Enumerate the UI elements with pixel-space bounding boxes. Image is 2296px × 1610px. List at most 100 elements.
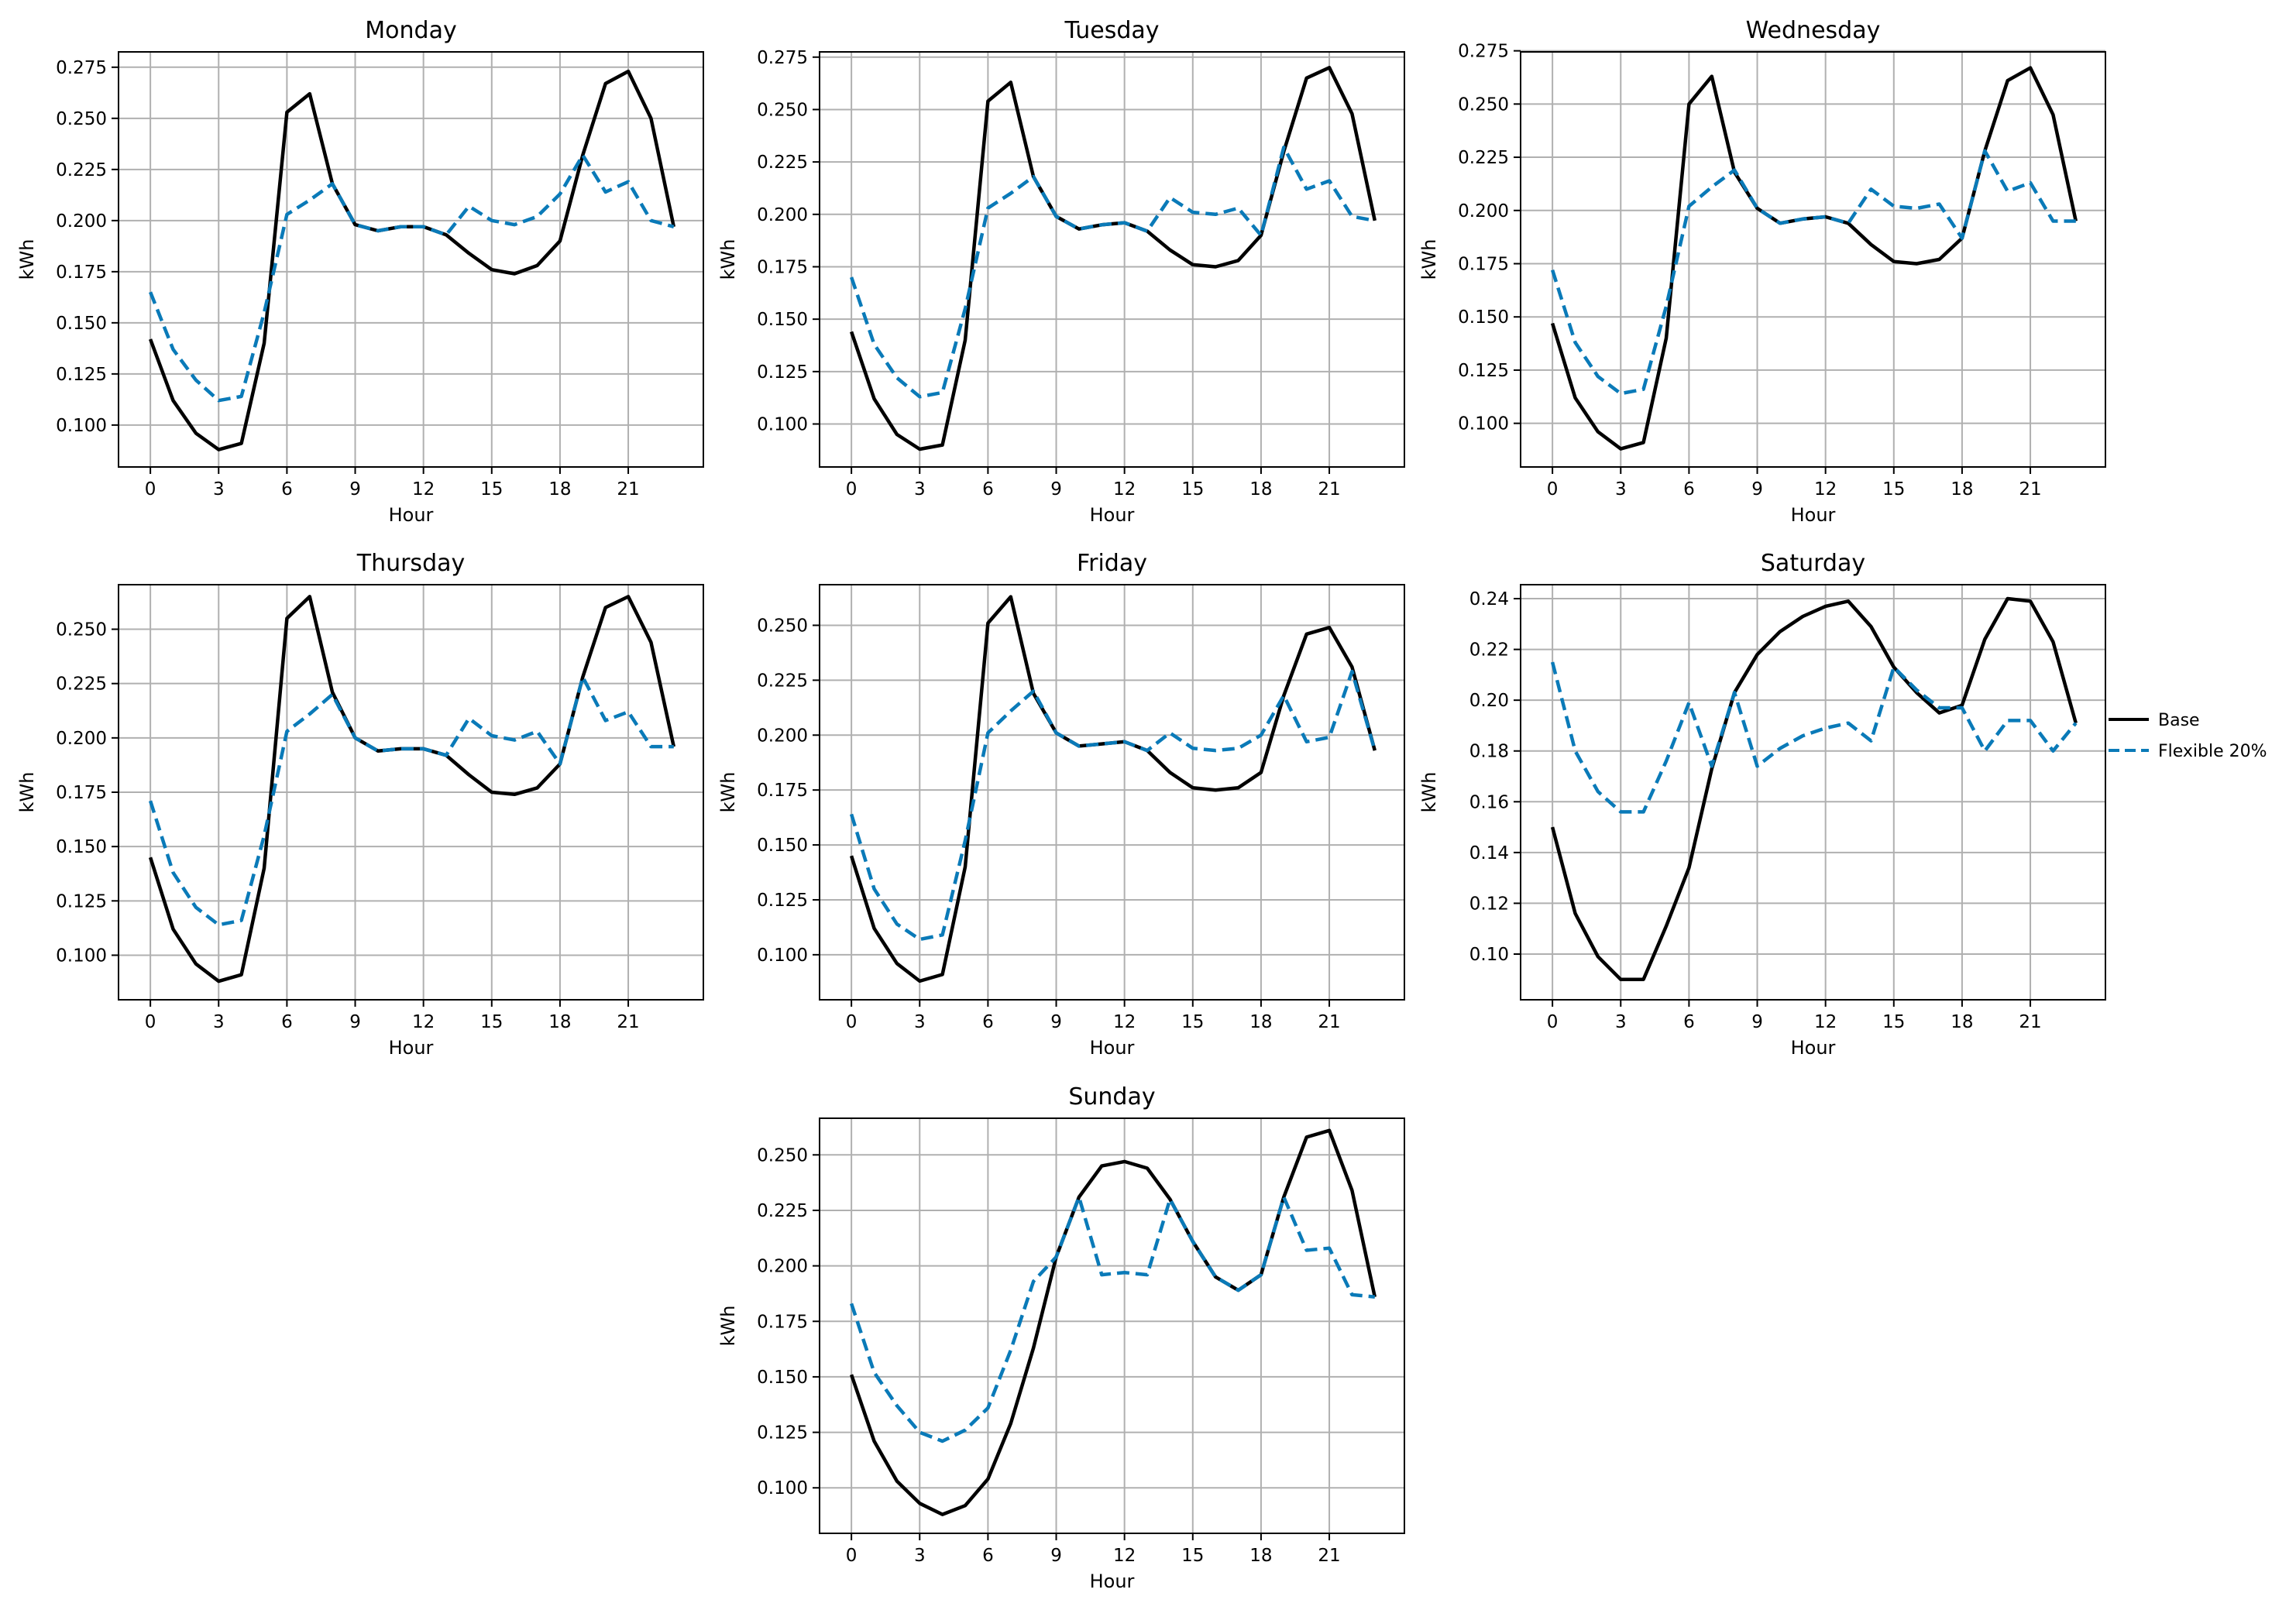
y-tick-label: 0.150: [757, 310, 808, 330]
y-tick-label: 0.275: [757, 48, 808, 68]
y-tick-label: 0.125: [1458, 361, 1509, 381]
x-tick-label: 0: [846, 1546, 858, 1566]
x-tick-label: 3: [1615, 479, 1627, 499]
x-tick-label: 6: [982, 479, 994, 499]
axes-frame: [1520, 51, 2106, 468]
x-tick-label: 12: [1113, 479, 1136, 499]
x-tick-label: 12: [412, 1012, 435, 1032]
x-tick-label: 21: [2019, 1012, 2041, 1032]
x-tick-label: 21: [617, 479, 639, 499]
x-tick-label: 15: [1181, 479, 1204, 499]
series-line-flexible-20-friday: [849, 669, 1377, 942]
x-tick-label: 9: [349, 479, 361, 499]
x-tick-label: 15: [1882, 1012, 1905, 1032]
x-tick-label: 3: [914, 1012, 926, 1032]
x-tick-label: 0: [846, 479, 858, 499]
y-tick-label: 0.100: [1458, 414, 1509, 434]
y-tick-label: 0.200: [1458, 201, 1509, 221]
x-tick-label: 9: [1050, 1546, 1062, 1566]
x-tick-label: 15: [1181, 1546, 1204, 1566]
y-tick-label: 0.200: [56, 729, 107, 749]
y-tick-label: 0.150: [1458, 307, 1509, 328]
panel-title: Thursday: [356, 550, 466, 577]
y-tick-label: 0.275: [1458, 42, 1509, 62]
series-line-flexible-20-sunday: [849, 1195, 1376, 1444]
y-tick-label: 0.16: [1469, 792, 1509, 812]
y-tick-label: 0.275: [56, 58, 107, 78]
series-line-base-friday: [849, 595, 1377, 984]
x-tick-label: 18: [1249, 479, 1272, 499]
y-tick-label: 0.225: [56, 675, 107, 695]
y-axis-label: kWh: [717, 772, 739, 813]
x-tick-label: 9: [349, 1012, 361, 1032]
x-tick-label: 15: [480, 1012, 503, 1032]
x-tick-label: 18: [1249, 1546, 1272, 1566]
panel-friday: 0 3 6 9 12 15 18 21 0.100 0.125 0.150 0.175 0.200 0.2…: [717, 550, 1405, 1059]
series-line-base-monday: [148, 69, 676, 451]
y-tick-label: 0.225: [1458, 148, 1509, 168]
y-tick-label: 0.200: [757, 726, 808, 746]
x-tick-label: 9: [1050, 1012, 1062, 1032]
x-tick-label: 6: [1683, 1012, 1695, 1032]
panel-title: Wednesday: [1746, 17, 1881, 44]
y-tick-label: 0.125: [757, 362, 808, 383]
x-axis-label: Hour: [1090, 1571, 1135, 1592]
series-line-base-sunday: [849, 1128, 1377, 1516]
y-tick-label: 0.225: [56, 160, 107, 180]
x-axis-label: Hour: [1090, 504, 1135, 526]
series-line-base-saturday: [1550, 596, 2078, 982]
y-tick-label: 0.200: [757, 1257, 808, 1277]
axes-frame: [819, 584, 1405, 1001]
y-tick-label: 0.18: [1469, 742, 1509, 762]
series-line-flexible-20-thursday: [148, 675, 674, 927]
y-tick-label: 0.225: [757, 153, 808, 173]
x-tick-label: 3: [914, 1546, 926, 1566]
x-tick-label: 0: [846, 1012, 858, 1032]
y-tick-label: 0.250: [757, 100, 808, 120]
y-axis-label: kWh: [16, 239, 38, 280]
legend-flexible-label: Flexible 20%: [2158, 742, 2267, 761]
panel-title: Sunday: [1068, 1083, 1155, 1111]
x-tick-label: 12: [1113, 1546, 1136, 1566]
y-tick-label: 0.250: [1458, 94, 1509, 115]
x-tick-label: 15: [480, 479, 503, 499]
x-tick-label: 0: [145, 479, 156, 499]
x-tick-label: 3: [914, 479, 926, 499]
x-tick-label: 12: [1814, 1012, 1837, 1032]
x-tick-label: 18: [548, 479, 571, 499]
x-tick-label: 3: [213, 479, 225, 499]
x-tick-label: 21: [1318, 479, 1340, 499]
y-tick-label: 0.125: [757, 891, 808, 911]
panel-wednesday: 0 3 6 9 12 15 18 21 0.100 0.125 0.150 0.175 0.200 0.2…: [1418, 17, 2106, 526]
y-tick-label: 0.250: [56, 109, 107, 129]
y-tick-label: 0.100: [56, 946, 107, 966]
y-axis-label: kWh: [1418, 772, 1440, 813]
y-tick-label: 0.175: [1458, 254, 1509, 274]
y-tick-label: 0.12: [1469, 894, 1509, 914]
y-tick-label: 0.225: [757, 1201, 808, 1221]
x-tick-label: 9: [1050, 479, 1062, 499]
y-tick-label: 0.150: [56, 314, 107, 334]
y-tick-label: 0.20: [1469, 691, 1509, 711]
y-tick-label: 0.250: [56, 620, 107, 640]
x-tick-label: 3: [213, 1012, 225, 1032]
y-tick-label: 0.14: [1469, 843, 1509, 863]
y-tick-label: 0.125: [757, 1423, 808, 1444]
x-axis-label: Hour: [389, 504, 434, 526]
panel-title: Tuesday: [1064, 17, 1159, 44]
y-tick-label: 0.225: [757, 671, 808, 691]
y-tick-label: 0.250: [757, 1145, 808, 1165]
y-tick-label: 0.22: [1469, 640, 1509, 661]
y-tick-label: 0.100: [757, 415, 808, 435]
x-tick-label: 0: [145, 1012, 156, 1032]
figure-legend: Base Flexible 20%: [2109, 711, 2267, 761]
x-tick-label: 6: [281, 479, 293, 499]
x-tick-label: 21: [1318, 1012, 1340, 1032]
y-tick-label: 0.175: [56, 783, 107, 803]
x-tick-label: 6: [281, 1012, 293, 1032]
x-tick-label: 21: [2019, 479, 2041, 499]
y-tick-label: 0.125: [56, 891, 107, 911]
x-tick-label: 9: [1751, 1012, 1763, 1032]
panel-saturday: 0 3 6 9 12 15 18 21 0.10 0.12 0.14 0.16 0.18 0.20 0.22…: [1418, 550, 2106, 1059]
